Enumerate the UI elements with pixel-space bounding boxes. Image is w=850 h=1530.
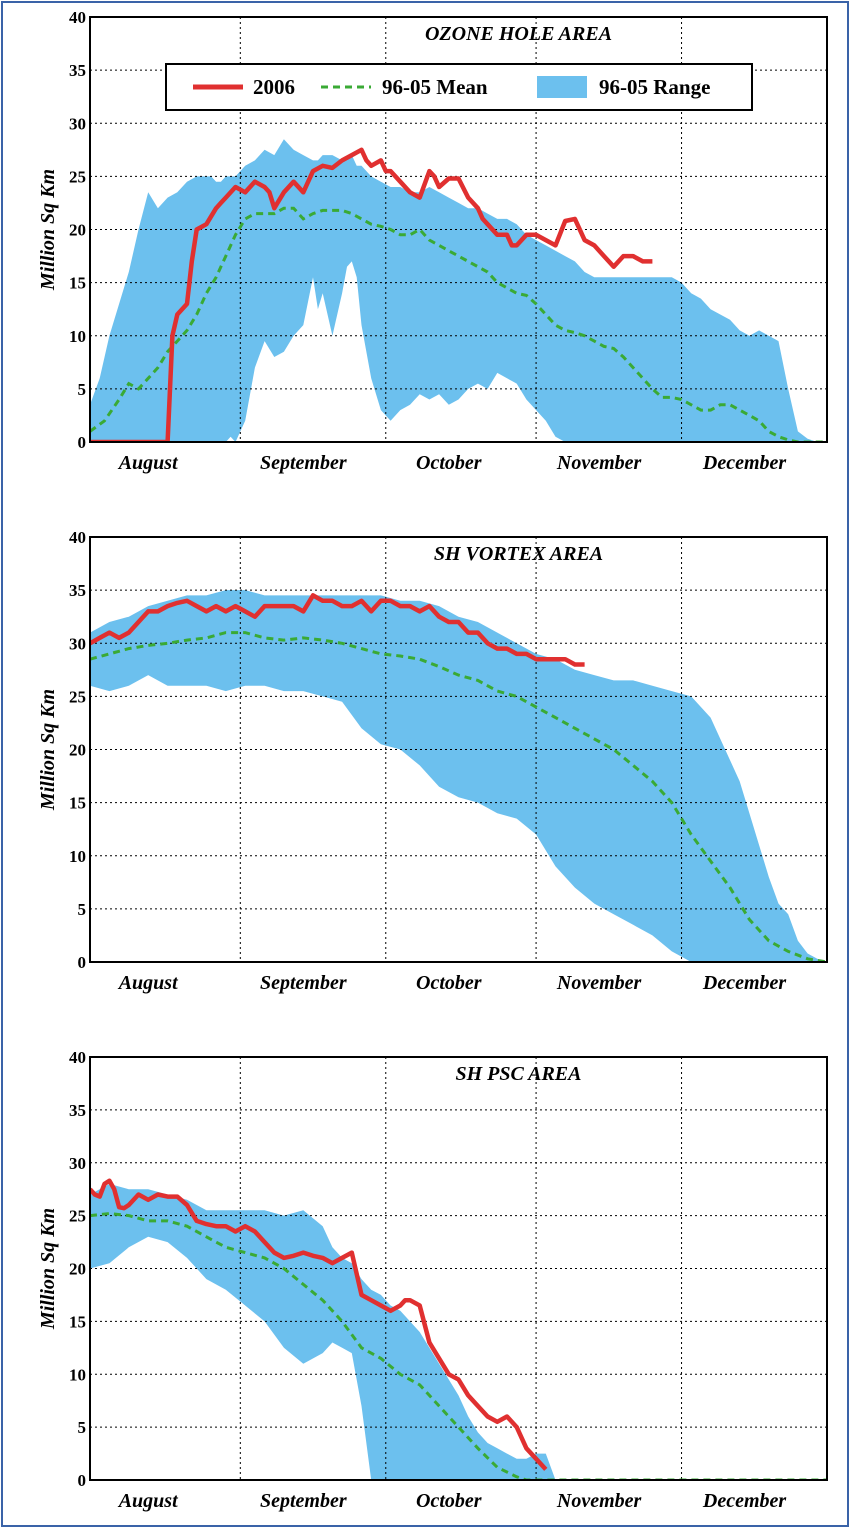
- x-month-label: December: [702, 972, 787, 994]
- x-month-label: October: [416, 452, 482, 474]
- y-tick-label: 25: [69, 167, 86, 186]
- y-tick-label: 40: [69, 8, 86, 27]
- x-month-label: September: [260, 452, 347, 474]
- y-tick-label: 15: [69, 794, 86, 813]
- y-tick-label: 40: [69, 1048, 86, 1067]
- x-month-label: November: [556, 972, 642, 994]
- y-axis-label: Million Sq Km: [37, 1208, 59, 1330]
- y-tick-label: 35: [69, 61, 86, 80]
- panel-title: SH VORTEX AREA: [434, 543, 603, 565]
- x-month-label: September: [260, 1490, 347, 1512]
- figure-svg: 0 5 10 15 20 25 30 35 40 August September October No…: [37, 8, 828, 1512]
- x-month-label: September: [260, 972, 347, 994]
- series-2006-line: [90, 1178, 548, 1471]
- y-axis-label: Million Sq Km: [37, 689, 59, 811]
- y-tick-label: 30: [69, 114, 86, 133]
- x-month-label: October: [416, 1490, 482, 1512]
- y-tick-label: 5: [78, 380, 87, 399]
- y-tick-label: 35: [69, 1101, 86, 1120]
- mean-line: [90, 1211, 827, 1480]
- x-month-label: August: [117, 452, 179, 474]
- chart-panel-1: 0 5 10 15 20 25 30 35 40 August September October No…: [37, 8, 828, 474]
- y-tick-label: 30: [69, 634, 86, 653]
- y-tick-label: 15: [69, 1312, 86, 1331]
- legend: 2006 96-05 Mean 96-05 Range: [165, 63, 753, 111]
- y-tick-label: 40: [69, 528, 86, 547]
- legend-label-2006: 2006: [253, 75, 295, 99]
- legend-label-range: 96-05 Range: [599, 75, 710, 99]
- range-band: [90, 1183, 556, 1480]
- x-month-label: August: [117, 972, 179, 994]
- chart-panel-2: 0 5 10 15 20 25 30 35 40 August September October No…: [37, 528, 828, 994]
- y-tick-label: 25: [69, 1207, 86, 1226]
- y-tick-label: 5: [78, 900, 87, 919]
- series-2006-line: [90, 147, 653, 442]
- panel-title: SH PSC AREA: [456, 1063, 582, 1085]
- y-tick-label: 10: [69, 847, 86, 866]
- x-month-label: November: [556, 452, 642, 474]
- y-tick-label: 20: [69, 741, 86, 760]
- y-tick-label: 0: [78, 1471, 87, 1490]
- y-axis-label: Million Sq Km: [37, 169, 59, 291]
- x-month-label: August: [117, 1490, 179, 1512]
- series-2006-line: [90, 593, 585, 667]
- axes-box: [89, 536, 828, 963]
- y-tick-label: 20: [69, 1260, 86, 1279]
- legend-label-mean: 96-05 Mean: [382, 75, 488, 99]
- range-band: [90, 139, 827, 442]
- y-tick-label: 0: [78, 953, 87, 972]
- mean-line: [90, 631, 827, 962]
- axes-box: [89, 1056, 828, 1481]
- y-tick-label: 10: [69, 327, 86, 346]
- y-tick-label: 0: [78, 433, 87, 452]
- y-tick-label: 15: [69, 274, 86, 293]
- x-month-label: December: [702, 1490, 787, 1512]
- y-tick-label: 25: [69, 687, 86, 706]
- axes-box: [89, 16, 828, 443]
- x-month-label: October: [416, 972, 482, 994]
- range-band: [90, 590, 827, 962]
- y-tick-label: 30: [69, 1154, 86, 1173]
- y-tick-label: 5: [78, 1418, 87, 1437]
- legend-swatch-range: [537, 76, 587, 98]
- y-tick-label: 20: [69, 221, 86, 240]
- y-tick-label: 35: [69, 581, 86, 600]
- legend-box: [165, 63, 753, 111]
- y-tick-label: 10: [69, 1365, 86, 1384]
- x-month-label: December: [702, 452, 787, 474]
- mean-line: [90, 206, 827, 442]
- panel-title: OZONE HOLE AREA: [425, 23, 612, 45]
- x-month-label: November: [556, 1490, 642, 1512]
- chart-panel-3: 0 5 10 15 20 25 30 35 40 August September October No…: [37, 1048, 828, 1512]
